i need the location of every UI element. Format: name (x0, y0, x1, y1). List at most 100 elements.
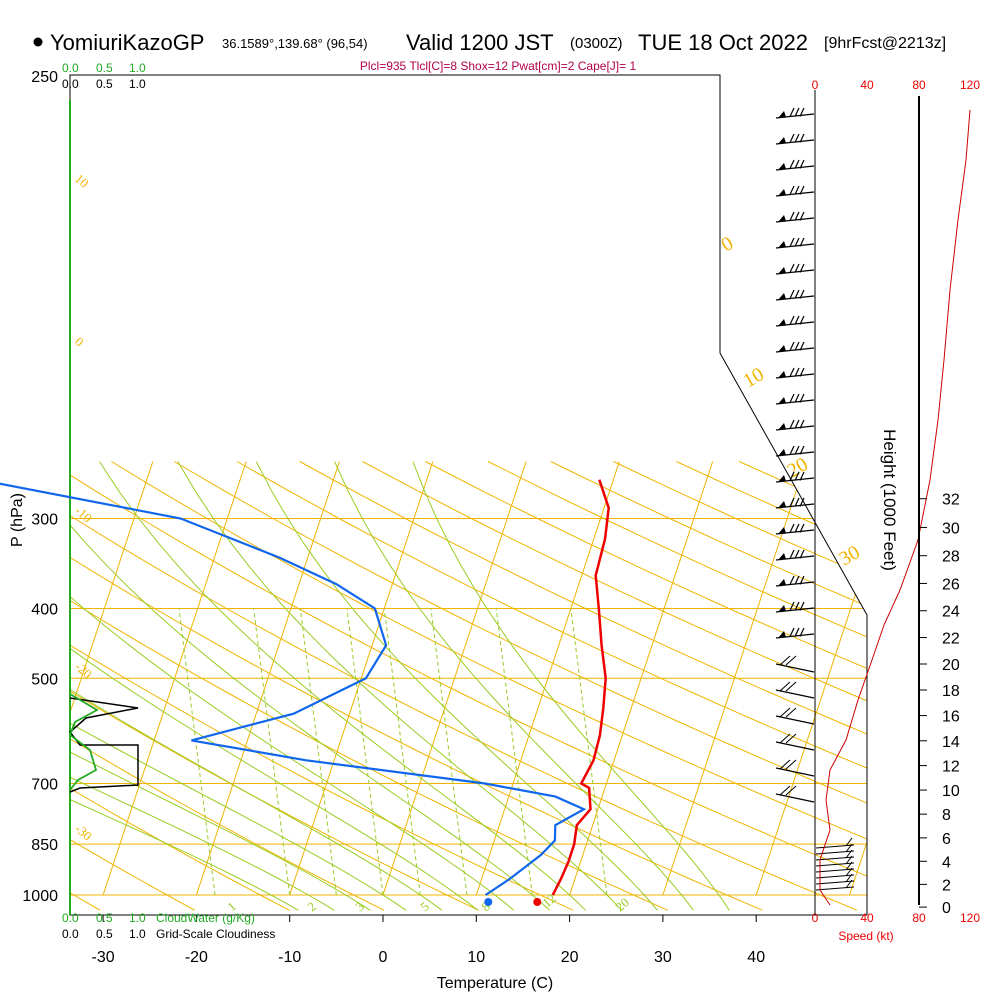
dry-adiabat-line (70, 461, 574, 911)
mixing-ratio-line (430, 608, 468, 896)
mixing-ratio-line (383, 608, 421, 896)
valid-time: Valid 1200 JST (406, 30, 554, 55)
isotherm-line (195, 461, 340, 896)
moist-adiabat-line (255, 461, 658, 911)
x-tick-label: 20 (561, 949, 579, 966)
isotherm-line (102, 461, 247, 896)
isotherm-line (289, 461, 434, 896)
speed-tick: 40 (860, 78, 874, 92)
wind-barb (775, 785, 815, 803)
y-axis-title: P (hPa) (9, 493, 26, 547)
cloudiness-tick: 1.0 (129, 927, 146, 941)
cloud-water-tick: 0.5 (96, 911, 113, 925)
pressure-axis-ticks: 250 300 400 500 700 850 1000 (22, 69, 58, 905)
wind-barb (775, 289, 815, 301)
moist-adiabat-line (177, 461, 622, 911)
wind-barb (775, 341, 815, 353)
speed-tick: 120 (960, 78, 980, 92)
dry-adiabat-line (111, 461, 867, 911)
speed-tick: 80 (912, 78, 926, 92)
height-tick-label: 2 (942, 877, 951, 894)
cloud-scale-bottom: 0.0 0.5 1.0 CloudWater (g/Kg) 0.0 0.5 1.… (62, 911, 275, 941)
wind-barb (775, 185, 815, 197)
dry-adiabat-line (299, 461, 867, 911)
adiabat-label: -30 (72, 821, 95, 844)
height-tick-label: 22 (942, 631, 960, 648)
adiabat-label: 0 (72, 334, 87, 350)
mixing-ratio-line (570, 608, 608, 896)
mixing-ratio-line (178, 608, 216, 896)
wind-barb (775, 133, 815, 145)
wind-barb (775, 733, 815, 751)
mixing-ratio-line (346, 608, 384, 896)
wind-barb (775, 419, 815, 431)
cloud-panel (68, 100, 139, 915)
dry-adiabat-line (236, 461, 867, 911)
height-tick-label: 14 (942, 734, 960, 751)
title-bullet-icon (33, 37, 43, 47)
wind-barb (775, 159, 815, 171)
height-tick-label: 24 (942, 604, 960, 621)
speed-tick: 0 (812, 911, 819, 925)
height-tick-label: 32 (942, 492, 960, 509)
isotherm-line (70, 461, 154, 896)
height-tick-label: 10 (942, 783, 960, 800)
dry-adiabat-line (70, 461, 385, 911)
cloud-water-tick: 0.5 (96, 61, 113, 75)
pressure-tick-label: 500 (31, 671, 58, 688)
wind-barb (815, 849, 855, 861)
cloud-water-tick: 0.0 (62, 911, 79, 925)
background-grid (70, 461, 867, 911)
wind-barb (775, 315, 815, 327)
x-axis-title: Temperature (C) (437, 975, 553, 992)
cloudiness-tick: 1.0 (129, 77, 146, 91)
x-tick-label: -20 (185, 949, 208, 966)
wind-barb (775, 393, 815, 405)
height-tick-label: 6 (942, 831, 951, 848)
x-axis-ticks: -30 -20 -10 0 10 20 30 40 (92, 915, 765, 966)
wind-barb (775, 263, 815, 275)
speed-tick: 40 (860, 911, 874, 925)
temperature-line (551, 479, 610, 896)
pressure-tick-label: 850 (31, 837, 58, 854)
dry-adiabat-line (425, 461, 867, 911)
wind-barb (775, 707, 815, 725)
adiabat-label: 12 (539, 890, 559, 910)
dry-adiabat-line (70, 461, 290, 911)
x-tick-label: 10 (467, 949, 485, 966)
speed-label: Speed (kt) (838, 929, 893, 943)
moist-adiabat-line (98, 461, 586, 911)
isotherm-line (569, 461, 714, 896)
x-tick-label: -30 (92, 949, 115, 966)
pressure-tick-label: 400 (31, 601, 58, 618)
pressure-tick-label: 300 (31, 512, 58, 529)
pressure-tick-label: 1000 (22, 888, 58, 905)
wind-barb (775, 681, 815, 699)
moist-adiabat-line (70, 461, 299, 911)
cloudiness-tick: 0.5 (96, 77, 113, 91)
wind-barb (815, 879, 855, 891)
isotherm-line (755, 461, 867, 896)
wind-barb (775, 237, 815, 249)
speed-tick: 80 (912, 911, 926, 925)
height-tick-label: 30 (942, 520, 960, 537)
surface-dewpoint-marker (484, 898, 493, 906)
wind-barb (775, 601, 815, 613)
moist-adiabat-line (70, 461, 551, 911)
wind-barb (815, 855, 855, 867)
wind-barb (815, 867, 855, 879)
wind-barb (775, 627, 815, 639)
x-tick-label: 30 (654, 949, 672, 966)
mixing-ratio-line (495, 608, 533, 896)
wind-barb (775, 367, 815, 379)
cloudiness-label: Grid-Scale Cloudiness (156, 927, 275, 941)
adiabat-label: 10 (740, 363, 768, 392)
dry-adiabat-line (362, 461, 867, 911)
dewpoint-line (0, 482, 587, 896)
adiabat-label: 2 (304, 899, 319, 915)
wind-barb (775, 211, 815, 223)
dry-adiabat-line (738, 461, 867, 911)
wind-barb (775, 471, 815, 483)
